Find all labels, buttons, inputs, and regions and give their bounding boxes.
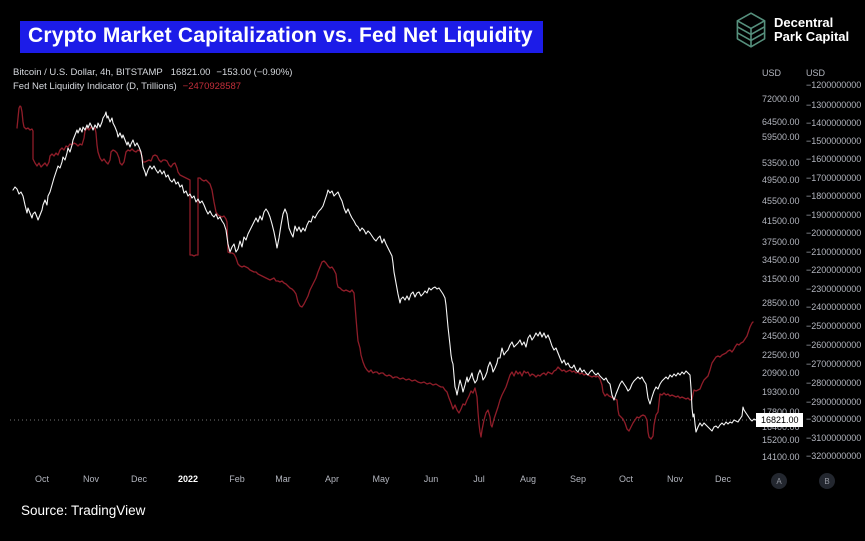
y-tick-label: −2100000000 bbox=[806, 247, 862, 257]
y-tick-label: 19300.00 bbox=[762, 387, 800, 397]
x-tick-label: 2022 bbox=[177, 474, 199, 484]
indicator-title[interactable]: Fed Net Liquidity Indicator (D, Trillion… bbox=[13, 81, 177, 92]
y-tick-label: 41500.00 bbox=[762, 216, 800, 226]
x-tick-label: Apr bbox=[324, 474, 340, 484]
x-tick-label: Dec bbox=[130, 474, 148, 484]
y-tick-label: −2300000000 bbox=[806, 284, 862, 294]
btc-usd-line[interactable] bbox=[12, 111, 757, 433]
y-axis-header: USD bbox=[806, 68, 826, 78]
y-tick-label: −1300000000 bbox=[806, 100, 862, 110]
y-tick-label: 16400.00 bbox=[762, 422, 800, 432]
y-tick-label: 49500.00 bbox=[762, 175, 800, 185]
source-caption: Source: TradingView bbox=[21, 503, 146, 518]
y-tick-label: 45500.00 bbox=[762, 196, 800, 206]
decentral-park-capital-logo: Decentral Park Capital bbox=[735, 11, 849, 49]
legend-indicator-row[interactable]: Fed Net Liquidity Indicator (D, Trillion… bbox=[13, 80, 292, 94]
y-tick-label: −2900000000 bbox=[806, 397, 862, 407]
page-title: Crypto Market Capitalization vs. Fed Net… bbox=[20, 21, 543, 53]
y-axis-header: USD bbox=[762, 68, 782, 78]
x-tick-label: Aug bbox=[519, 474, 537, 484]
cube-logo-icon bbox=[735, 11, 767, 49]
x-tick-label: Mar bbox=[275, 474, 291, 484]
y-tick-label: 72000.00 bbox=[762, 94, 800, 104]
button-a[interactable]: A bbox=[771, 473, 787, 489]
y-tick-label: −1700000000 bbox=[806, 173, 862, 183]
y-tick-label: −2700000000 bbox=[806, 359, 862, 369]
y-tick-label: 31500.00 bbox=[762, 274, 800, 284]
y-tick-label: −2400000000 bbox=[806, 302, 862, 312]
x-tick-label: Feb bbox=[229, 474, 245, 484]
y-tick-label: 64500.00 bbox=[762, 117, 800, 127]
x-tick-label: May bbox=[372, 474, 390, 484]
y-tick-label: −3000000000 bbox=[806, 414, 862, 424]
y-tick-label: −2500000000 bbox=[806, 321, 862, 331]
y-tick-label: −2000000000 bbox=[806, 228, 862, 238]
y-tick-label: 17800.00 bbox=[762, 407, 800, 417]
y-tick-label: 14100.00 bbox=[762, 452, 800, 462]
y-tick-label: 20900.00 bbox=[762, 368, 800, 378]
y-tick-label: −1800000000 bbox=[806, 191, 862, 201]
indicator-value: −2470928587 bbox=[182, 81, 242, 92]
x-tick-label: Jun bbox=[423, 474, 439, 484]
y-tick-label: 37500.00 bbox=[762, 237, 800, 247]
y-tick-label: −1500000000 bbox=[806, 136, 862, 146]
y-tick-label: 34500.00 bbox=[762, 255, 800, 265]
y-tick-label: 22500.00 bbox=[762, 350, 800, 360]
x-tick-label: Nov bbox=[82, 474, 100, 484]
y-tick-label: −2800000000 bbox=[806, 378, 862, 388]
last-price-tag: 16821.00 bbox=[756, 413, 803, 427]
x-tick-label: Oct bbox=[34, 474, 50, 484]
y-tick-label: −3100000000 bbox=[806, 433, 862, 443]
legend-symbol-row[interactable]: Bitcoin / U.S. Dollar, 4h, BITSTAMP 16821… bbox=[13, 66, 292, 80]
y-tick-label: 53500.00 bbox=[762, 158, 800, 168]
x-tick-label: Sep bbox=[569, 474, 587, 484]
y-tick-label: −3200000000 bbox=[806, 451, 862, 461]
symbol-title[interactable]: Bitcoin / U.S. Dollar, 4h, BITSTAMP bbox=[13, 67, 163, 78]
y-tick-label: −1400000000 bbox=[806, 118, 862, 128]
chart-legend: Bitcoin / U.S. Dollar, 4h, BITSTAMP 16821… bbox=[13, 66, 292, 94]
x-tick-label: Nov bbox=[666, 474, 684, 484]
y-tick-label: −2600000000 bbox=[806, 340, 862, 350]
y-tick-label: −1900000000 bbox=[806, 210, 862, 220]
y-tick-label: −2200000000 bbox=[806, 265, 862, 275]
symbol-last-price: 16821.00 bbox=[170, 67, 211, 78]
y-tick-label: 24500.00 bbox=[762, 331, 800, 341]
x-tick-label: Dec bbox=[714, 474, 732, 484]
y-tick-label: −1600000000 bbox=[806, 154, 862, 164]
logo-text-line1: Decentral bbox=[774, 15, 834, 30]
logo-text-line2: Park Capital bbox=[774, 29, 850, 44]
button-b[interactable]: B bbox=[819, 473, 835, 489]
x-tick-label: Jul bbox=[473, 474, 485, 484]
y-tick-label: 59500.00 bbox=[762, 132, 800, 142]
y-tick-label: 26500.00 bbox=[762, 315, 800, 325]
symbol-change: −153.00 (−0.90%) bbox=[216, 67, 293, 78]
fed-net-liquidity-line[interactable] bbox=[16, 105, 754, 440]
y-tick-label: 15200.00 bbox=[762, 435, 800, 445]
y-tick-label: −1200000000 bbox=[806, 80, 862, 90]
x-tick-label: Oct bbox=[618, 474, 634, 484]
y-tick-label: 28500.00 bbox=[762, 298, 800, 308]
